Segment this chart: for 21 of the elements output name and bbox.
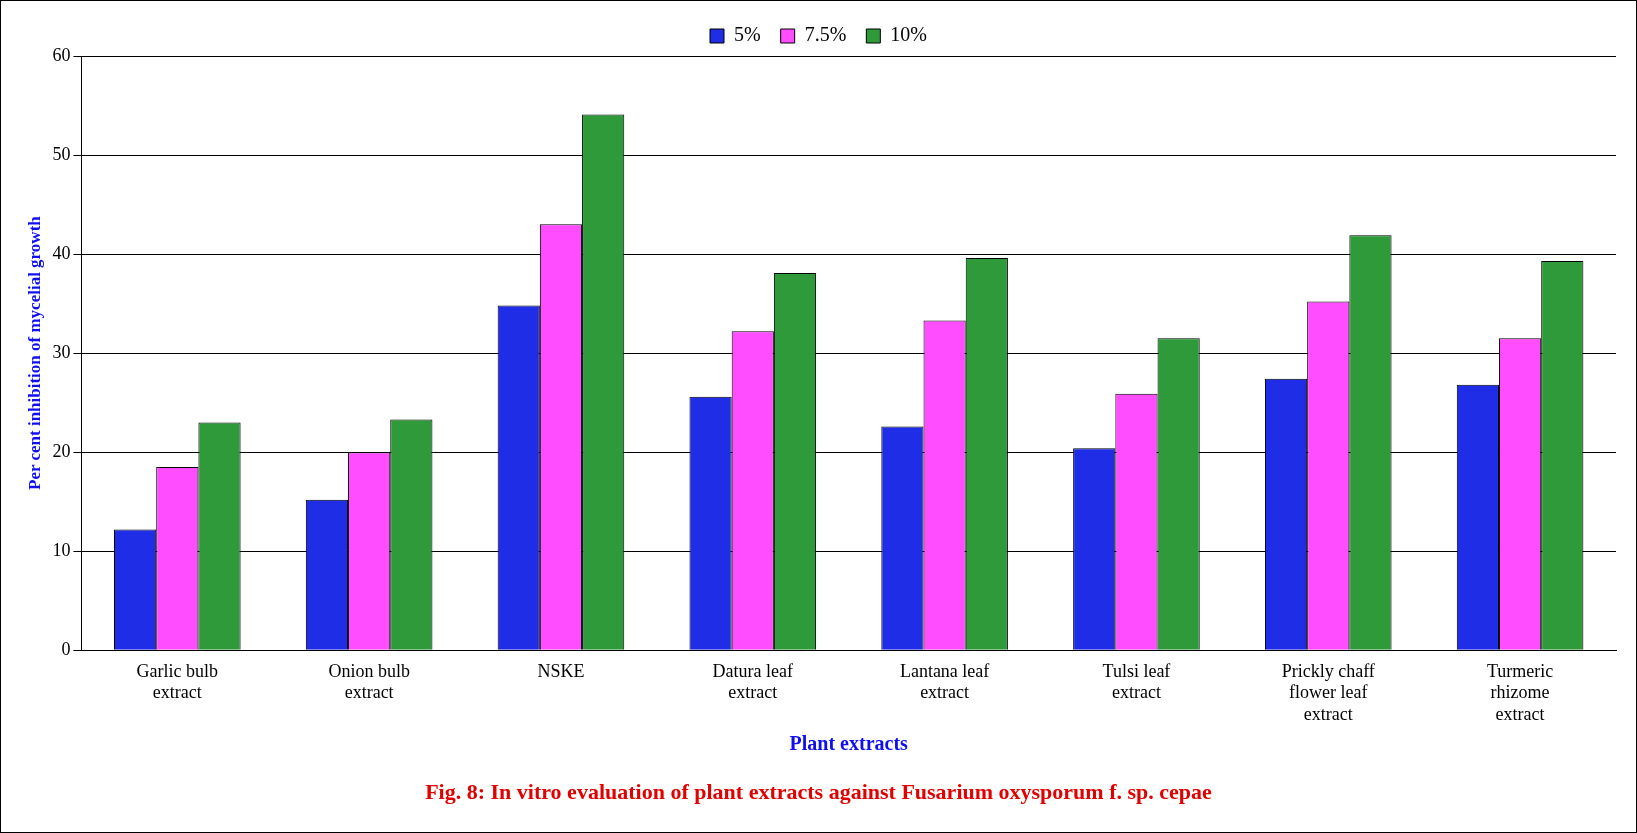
x-tick-label: Garlic bulb extract bbox=[136, 660, 219, 703]
y-axis-title: Per cent inhibition of mycelial growth bbox=[24, 215, 44, 490]
y-tick-label: 50 bbox=[52, 143, 71, 164]
y-tick-label: 60 bbox=[52, 44, 71, 65]
x-tick-label: Turmeric rhizome extract bbox=[1486, 660, 1554, 724]
y-tick-label: 30 bbox=[52, 341, 71, 362]
x-tick-label: Lantana leaf extract bbox=[899, 660, 990, 703]
y-tick-label: 20 bbox=[52, 440, 71, 461]
text: Fig. 8: In vitro evaluation of plant extracts against Fusarium oxysporum f. sp. cepae bbox=[424, 779, 1213, 805]
legend-label: 5% bbox=[734, 23, 761, 46]
x-tick-label: Datura leaf extract bbox=[712, 660, 794, 703]
y-tick-label: 0 bbox=[61, 638, 71, 659]
y-tick-label: 40 bbox=[52, 242, 71, 263]
legend-label: 7.5% bbox=[804, 23, 847, 46]
x-axis-title: Plant extracts bbox=[789, 732, 909, 755]
y-tick-label: 10 bbox=[52, 539, 71, 560]
x-tick-label: NSKE bbox=[537, 660, 585, 681]
legend-label: 10% bbox=[890, 23, 927, 46]
x-tick-label: Prickly chaff flower leaf extract bbox=[1281, 660, 1375, 724]
x-tick-label: Tulsi leaf extract bbox=[1102, 660, 1171, 703]
x-tick-label: Onion bulb extract bbox=[328, 660, 410, 703]
